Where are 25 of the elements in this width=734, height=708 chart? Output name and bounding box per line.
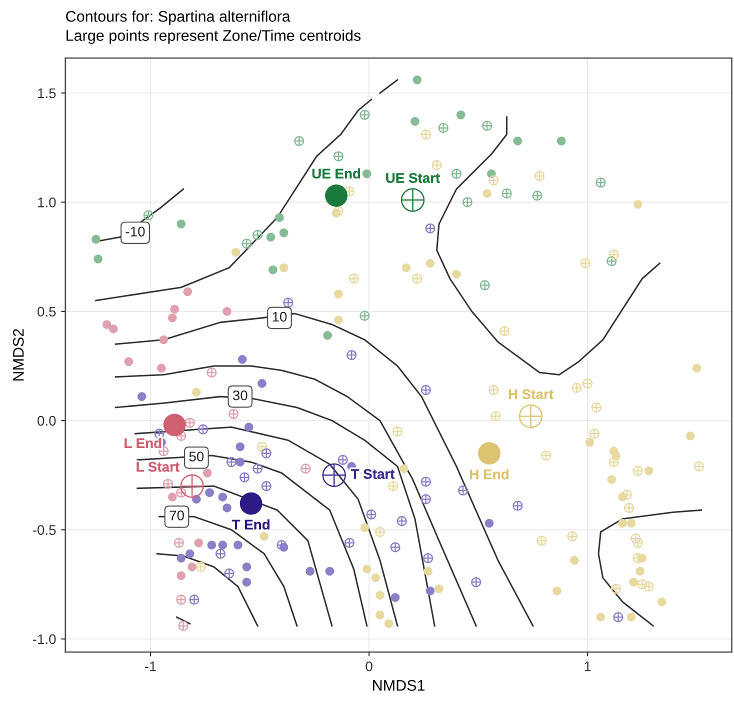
annotation: 70 <box>170 510 184 520</box>
series-label: UE End <box>312 168 360 179</box>
legend-label: T Start <box>350 469 395 479</box>
y-tick-label: 1.5 <box>38 88 56 98</box>
y-tick-label: -1.0 <box>32 634 56 644</box>
x-tick-label: 1 <box>584 662 591 672</box>
y-tick-label: 0.5 <box>38 306 56 317</box>
annotation: 50 <box>189 452 204 462</box>
series-label: L Start <box>136 462 180 472</box>
x-tick-label: 0 <box>366 661 372 672</box>
annotation: 30 <box>232 390 248 400</box>
y-tick-label: 0.0 <box>38 416 56 426</box>
chart-subtitle: Large points represent Zone/Time centroids <box>66 30 361 44</box>
x-axis-title: NMDS1 <box>373 680 425 691</box>
y-tick-label: 1.0 <box>38 198 56 208</box>
annotation: 10 <box>272 312 287 322</box>
series-label: H Start <box>508 389 554 400</box>
x-tick-label: -1 <box>144 662 156 672</box>
annotation: -10 <box>126 226 145 236</box>
chart-title: Contours for: Spartina alterniflora <box>66 10 290 25</box>
y-axis-title: NMDS2 <box>12 329 24 381</box>
series-label: H End <box>470 469 508 480</box>
series-label: UE Start <box>386 173 440 183</box>
y-tick-label: -0.5 <box>32 525 56 535</box>
series-label: T End <box>232 519 270 530</box>
